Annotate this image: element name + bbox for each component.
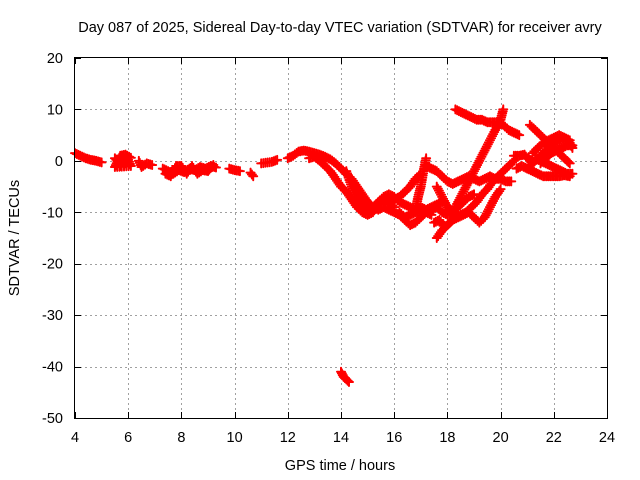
chart-title: Day 087 of 2025, Sidereal Day-to-day VTE… bbox=[78, 20, 602, 36]
data-point-marker bbox=[426, 209, 437, 220]
grid bbox=[75, 58, 607, 418]
x-tick-label: 16 bbox=[386, 430, 402, 446]
data-point-marker bbox=[567, 168, 578, 179]
data-series bbox=[70, 104, 578, 387]
data-point-marker bbox=[342, 375, 353, 386]
data-point-marker bbox=[469, 189, 479, 200]
x-tick-label: 22 bbox=[546, 430, 562, 446]
y-axis-label: SDTVAR / TECUs bbox=[7, 180, 23, 296]
data-point-marker bbox=[563, 157, 574, 168]
data-point-marker bbox=[125, 152, 136, 163]
data-point-marker bbox=[206, 161, 217, 172]
y-tick-label: 20 bbox=[47, 51, 63, 67]
y-tick-label: -50 bbox=[42, 411, 63, 427]
data-point-marker bbox=[248, 171, 259, 182]
data-point-marker bbox=[498, 104, 509, 115]
data-point-marker bbox=[389, 202, 400, 213]
x-tick-label: 8 bbox=[177, 430, 185, 446]
x-axis-label: GPS time / hours bbox=[285, 458, 395, 474]
axis-ticks: 4 6 8 10 12 14 16 18 20 22 24 20 10 0 -10 -20 -30 -40 -50 bbox=[42, 51, 615, 446]
data-point-marker bbox=[564, 158, 575, 169]
x-tick-label: 10 bbox=[227, 430, 243, 446]
x-tick-label: 12 bbox=[280, 430, 296, 446]
x-tick-label: 4 bbox=[71, 430, 79, 446]
data-point-marker bbox=[147, 159, 158, 170]
data-point-marker bbox=[272, 154, 283, 165]
y-tick-label: -40 bbox=[42, 360, 63, 376]
x-tick-label: 14 bbox=[333, 430, 349, 446]
data-point-marker bbox=[234, 166, 245, 177]
y-tick-label: -30 bbox=[42, 308, 63, 324]
data-point-marker bbox=[96, 157, 107, 168]
x-tick-label: 20 bbox=[493, 430, 509, 446]
x-tick-label: 6 bbox=[124, 430, 132, 446]
data-point-marker bbox=[514, 130, 525, 141]
data-point-marker bbox=[343, 377, 354, 387]
y-tick-label: -10 bbox=[42, 205, 63, 221]
data-point-marker bbox=[506, 176, 517, 187]
y-tick-label: 0 bbox=[55, 154, 63, 170]
data-point-marker bbox=[567, 140, 578, 151]
y-tick-label: -20 bbox=[42, 257, 63, 273]
x-tick-label: 24 bbox=[599, 430, 615, 446]
data-point-marker bbox=[208, 159, 219, 170]
x-tick-label: 18 bbox=[439, 430, 455, 446]
data-point-marker bbox=[421, 153, 432, 164]
data-point-marker bbox=[495, 184, 506, 195]
y-tick-label: 10 bbox=[47, 102, 63, 118]
plot-frame bbox=[74, 57, 608, 419]
